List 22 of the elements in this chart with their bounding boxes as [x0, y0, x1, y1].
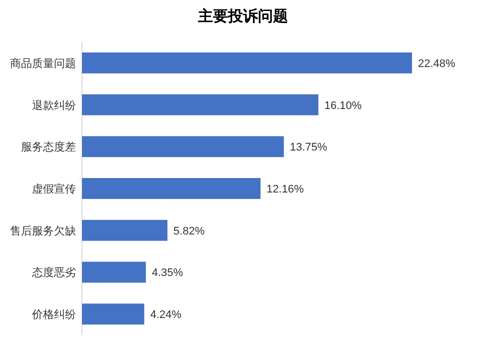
data-label: 4.35% [152, 267, 184, 280]
data-label: 22.48% [418, 58, 456, 70]
bar [82, 94, 318, 116]
y-tick-label: 价格纠纷 [31, 309, 76, 322]
bar [82, 220, 168, 241]
y-tick-label: 态度恶劣 [31, 266, 76, 280]
bar [82, 178, 261, 199]
data-label: 16.10% [324, 100, 362, 112]
data-label: 4.24% [150, 309, 182, 322]
data-label: 5.82% [173, 225, 205, 238]
y-tick-label: 商品质量问题 [10, 56, 76, 70]
y-tick-label: 退款纠纷 [32, 98, 76, 112]
y-tick-label: 服务态度差 [21, 140, 76, 154]
data-label: 12.16% [266, 184, 304, 196]
data-label: 13.75% [290, 142, 328, 154]
bar [82, 136, 284, 158]
y-tick-label: 售后服务欠缺 [10, 224, 76, 238]
chart-title: 主要投诉问题 [197, 7, 288, 25]
y-tick-label: 虚假宣传 [32, 182, 76, 196]
bar [82, 262, 146, 283]
bar [82, 52, 412, 74]
bar [82, 304, 144, 325]
